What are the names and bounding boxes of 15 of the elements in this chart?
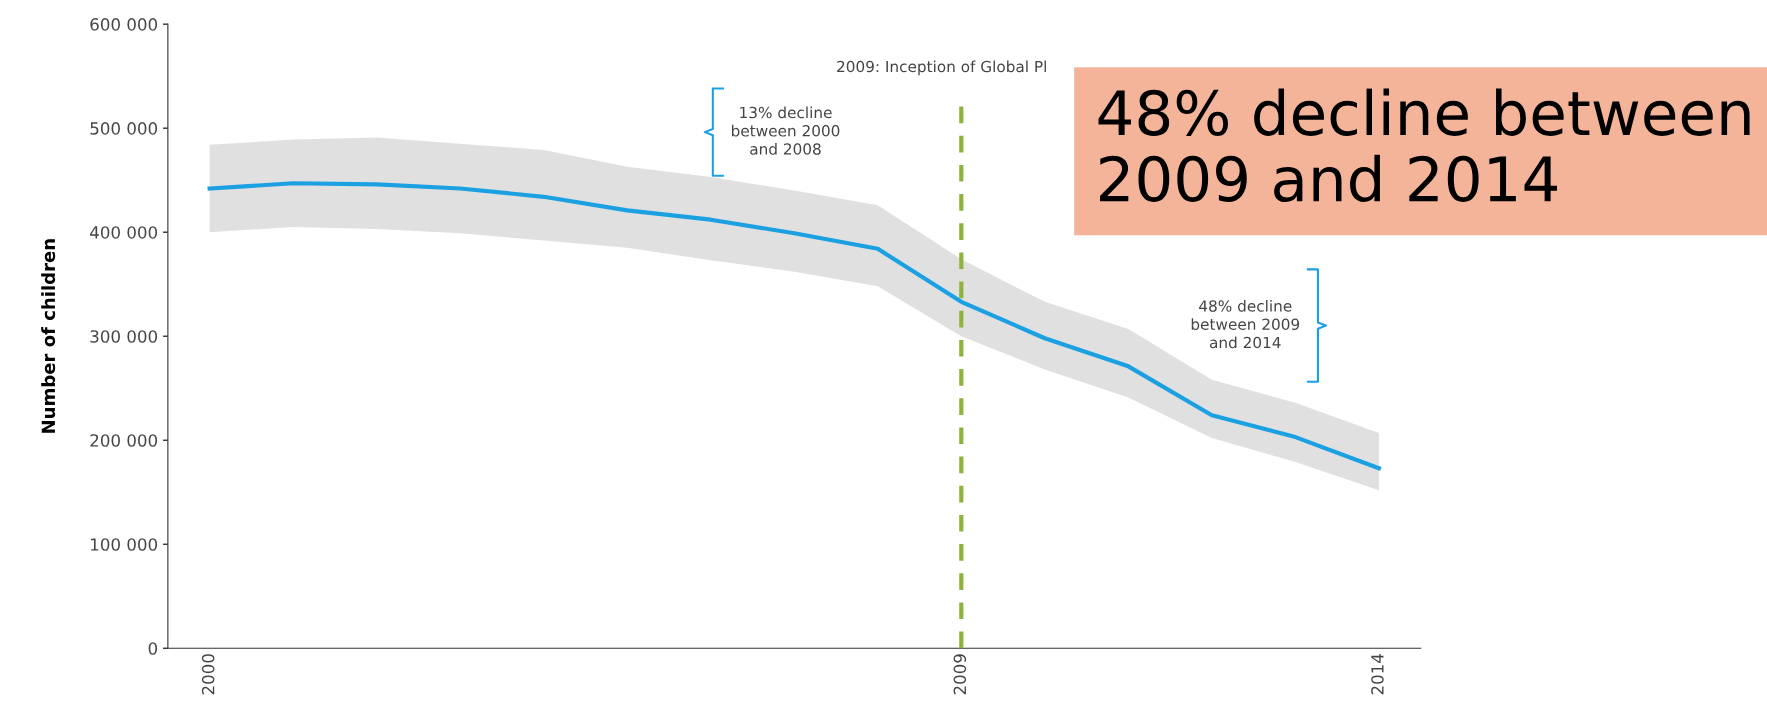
annotation: 13% decline between 2000 and 2008 (731, 106, 840, 155)
y-tick-label: 0 (148, 642, 158, 655)
y-tick-label: 300 000 (90, 330, 158, 343)
x-tick-label: 2014 (1371, 654, 1384, 695)
y-tick-label: 400 000 (90, 226, 158, 239)
annotation: 48% decline between 2009 and 2014 (1191, 299, 1300, 349)
y-tick-label: 200 000 (90, 434, 158, 447)
annotation: 48% decline between 2009 and 2014 (1098, 88, 1750, 203)
ref-line-label: 2009: Inception of Global Pl (837, 60, 1046, 76)
x-tick-label: 2009 (953, 654, 967, 695)
y-tick-label: 600 000 (90, 18, 158, 31)
x-tick-label: 2000 (201, 654, 215, 695)
y-tick-label: 500 000 (90, 122, 158, 135)
y-tick-label: 100 000 (91, 538, 158, 551)
y-axis-title: Number of children (41, 239, 56, 433)
